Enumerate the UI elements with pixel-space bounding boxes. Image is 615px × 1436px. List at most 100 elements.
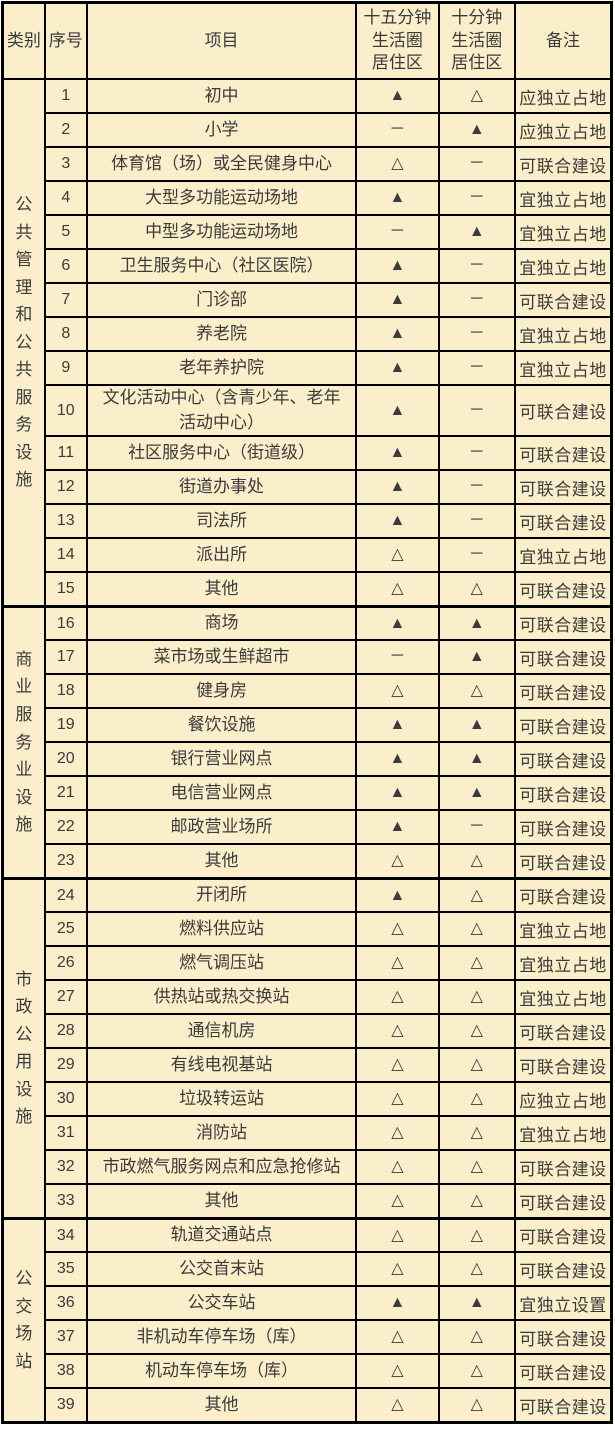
item-name: 燃料供应站 <box>85 911 358 948</box>
circle15-symbol: － <box>355 112 440 148</box>
table-row: 3 体育馆（场）或全民健身中心 △ －可联合建设 <box>3 146 613 182</box>
row-number: 10 <box>43 383 88 438</box>
row-number: 19 <box>43 707 88 744</box>
remark-text: 宜独立占地 <box>513 1115 613 1152</box>
circle15-symbol: △ <box>355 945 440 982</box>
table-row: 36 公交车站 ▲ ▲ 宜独立设置 <box>3 1285 613 1322</box>
item-name: 燃气调压站 <box>85 945 358 982</box>
item-name: 其他 <box>85 571 358 608</box>
circle15-symbol: △ <box>355 843 440 880</box>
circle10-symbol: △ <box>437 979 516 1016</box>
circle15-symbol: ▲ <box>355 180 440 216</box>
row-number: 32 <box>43 1149 88 1186</box>
table-row: 8 养老院 ▲ －宜独立占地 <box>3 316 613 352</box>
circle15-symbol: ▲ <box>355 775 440 812</box>
row-number: 37 <box>43 1319 88 1356</box>
item-name: 其他 <box>85 1387 358 1424</box>
table-row: 39 其他 △ △ 可联合建设 <box>3 1387 613 1424</box>
circle10-symbol: △ <box>437 1081 516 1118</box>
table-row: 20 银行营业网点 ▲ ▲ 可联合建设 <box>3 741 613 778</box>
row-number: 12 <box>43 469 88 506</box>
circle10-symbol: － <box>437 282 516 318</box>
circle15-symbol: － <box>355 214 440 250</box>
circle15-symbol: ▲ <box>355 435 440 472</box>
circle15-symbol: ▲ <box>355 469 440 506</box>
circle10-symbol: △ <box>437 1013 516 1050</box>
circle15-symbol: ▲ <box>355 741 440 778</box>
row-number: 29 <box>43 1047 88 1084</box>
item-name: 消防站 <box>85 1115 358 1152</box>
remark-text: 宜独立设置 <box>513 1285 613 1322</box>
item-name: 公交车站 <box>85 1285 358 1322</box>
circle15-symbol: ▲ <box>355 604 440 642</box>
table-row: 公共管理和公共服务设施 1 初中 ▲ △ 应独立占地 <box>1 77 613 608</box>
item-name: 有线电视基站 <box>85 1047 358 1084</box>
row-number: 14 <box>43 537 88 574</box>
item-name: 门诊部 <box>85 282 358 318</box>
item-name: 餐饮设施 <box>85 707 358 744</box>
circle15-symbol: ▲ <box>355 876 440 914</box>
table-row: 38 机动车停车场（库） △ △ 可联合建设 <box>3 1353 613 1390</box>
circle15-symbol: △ <box>355 979 440 1016</box>
table-row: 22 邮政营业场所 ▲ －可联合建设 <box>3 809 613 846</box>
remark-text: 宜独立占地 <box>513 316 613 352</box>
table-row: 18 健身房 △ △ 可联合建设 <box>3 673 613 710</box>
table-row: 15 其他 △ △ 可联合建设 <box>3 571 613 608</box>
item-name: 中型多功能运动场地 <box>85 214 358 250</box>
circle15-symbol: ▲ <box>355 78 440 114</box>
row-number: 39 <box>43 1387 88 1424</box>
circle15-symbol: △ <box>355 1013 440 1050</box>
row-number: 2 <box>43 112 88 148</box>
circle10-symbol: － <box>437 146 516 182</box>
remark-text: 可联合建设 <box>513 876 613 914</box>
table-row: 9 老年养护院 ▲ －宜独立占地 <box>3 350 613 386</box>
circle10-symbol: － <box>437 469 516 506</box>
circle10-symbol: － <box>437 180 516 216</box>
table-row: 35 公交首末站 △ △ 可联合建设 <box>3 1251 613 1288</box>
category-cell: 市政公用设施 <box>1 876 46 1220</box>
table-row: 商业服务业设施 16 商场 ▲ ▲ 可联合建设 <box>1 604 613 880</box>
remark-text: 宜独立占地 <box>513 945 613 982</box>
remark-text: 可联合建设 <box>513 741 613 778</box>
circle15-symbol: ▲ <box>355 248 440 284</box>
header-no: 序号 <box>43 1 88 80</box>
remark-text: 可联合建设 <box>513 1319 613 1356</box>
row-number: 16 <box>43 604 88 642</box>
row-number: 23 <box>43 843 88 880</box>
item-name: 供热站或热交换站 <box>85 979 358 1016</box>
item-name: 开闭所 <box>85 876 358 914</box>
table-row: 37 非机动车停车场（库） △ △ 可联合建设 <box>3 1319 613 1356</box>
remark-text: 宜独立占地 <box>513 248 613 284</box>
table-row: 29 有线电视基站 △ △ 可联合建设 <box>3 1047 613 1084</box>
remark-text: 宜独立占地 <box>513 214 613 250</box>
circle10-symbol: ▲ <box>437 1285 516 1322</box>
header-circle15: 十五分钟 生活圈 居住区 <box>355 1 440 80</box>
table-row: 13 司法所 ▲ －可联合建设 <box>3 503 613 540</box>
remark-text: 可联合建设 <box>513 707 613 744</box>
circle15-symbol: △ <box>355 1183 440 1220</box>
remark-text: 可联合建设 <box>513 383 613 438</box>
table-row: 10 文化活动中心（含青少年、老年 活动中心） ▲ －可联合建设 <box>3 383 613 438</box>
item-name: 派出所 <box>85 537 358 574</box>
circle15-symbol: － <box>355 639 440 676</box>
row-number: 21 <box>43 775 88 812</box>
item-name: 老年养护院 <box>85 350 358 386</box>
row-number: 28 <box>43 1013 88 1050</box>
remark-text: 可联合建设 <box>513 1216 613 1254</box>
item-name: 其他 <box>85 843 358 880</box>
table-row: 19 餐饮设施 ▲ ▲ 可联合建设 <box>3 707 613 744</box>
circle15-symbol: ▲ <box>355 350 440 386</box>
circle10-symbol: △ <box>437 945 516 982</box>
header-circle10: 十分钟 生活圈 居住区 <box>437 1 516 80</box>
circle15-symbol: △ <box>355 571 440 608</box>
row-number: 31 <box>43 1115 88 1152</box>
row-number: 13 <box>43 503 88 540</box>
row-number: 5 <box>43 214 88 250</box>
item-name: 初中 <box>85 78 358 114</box>
remark-text: 可联合建设 <box>513 1047 613 1084</box>
table-row: 12 街道办事处 ▲ －可联合建设 <box>3 469 613 506</box>
item-name: 文化活动中心（含青少年、老年 活动中心） <box>85 383 358 438</box>
category-cell: 公共管理和公共服务设施 <box>1 77 46 608</box>
item-name: 电信营业网点 <box>85 775 358 812</box>
table-row: 33 其他 △ △ 可联合建设 <box>3 1183 613 1220</box>
